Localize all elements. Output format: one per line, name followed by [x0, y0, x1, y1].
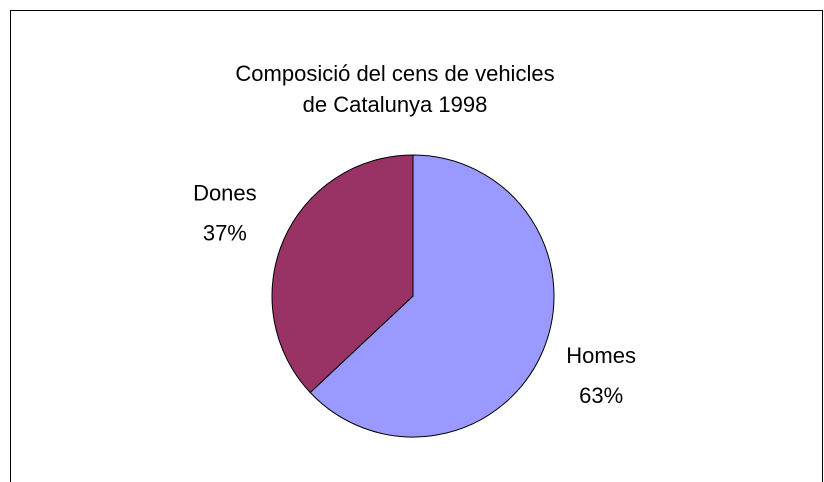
slice-value-label: 63%: [579, 383, 623, 408]
slice-value-label: 37%: [203, 220, 247, 245]
pie-slice: [271, 154, 414, 394]
slice-label: Homes: [566, 343, 636, 368]
pie-slice: [309, 154, 555, 438]
slice-label: Dones: [193, 180, 257, 205]
chart-title: de Catalunya 1998: [303, 92, 488, 117]
chart-title: Composició del cens de vehicles: [235, 61, 554, 86]
